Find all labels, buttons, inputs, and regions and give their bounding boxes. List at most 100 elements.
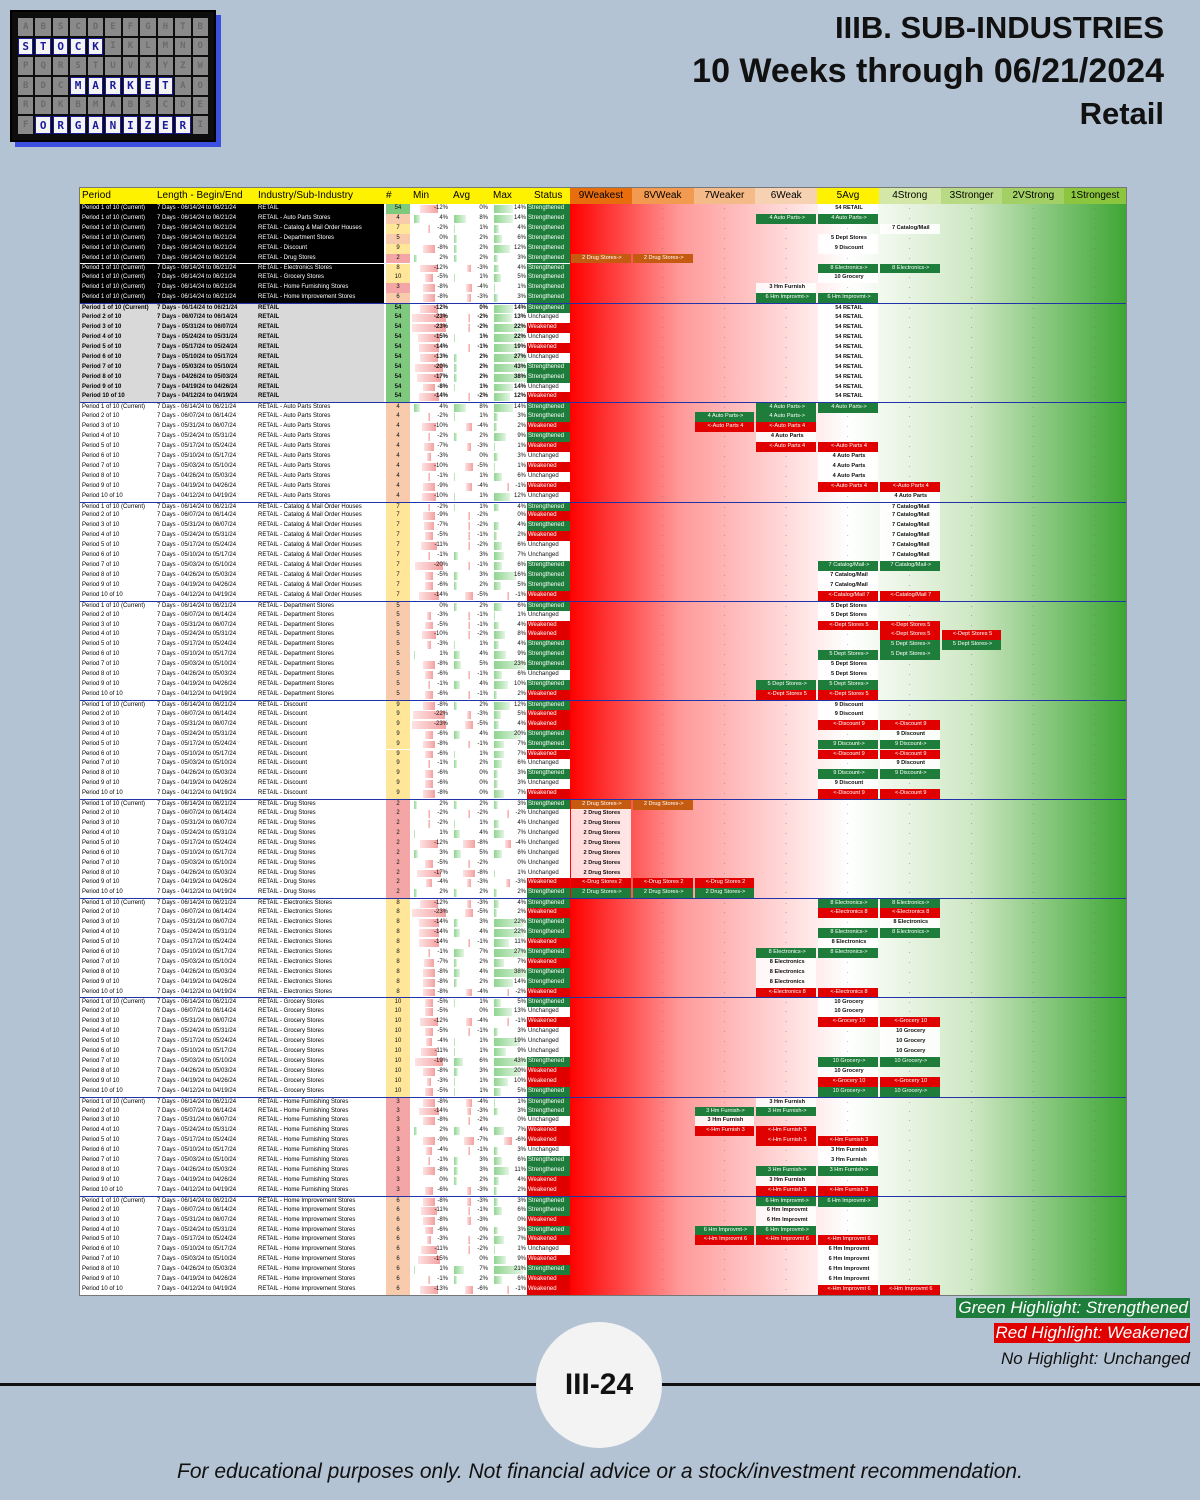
- empty-zone-dot: .: [723, 294, 726, 301]
- header-zone-bg: [878, 188, 941, 204]
- avg-cell: 2%: [479, 1276, 488, 1283]
- max-cell: 6%: [517, 849, 526, 856]
- empty-zone-dot: .: [970, 1186, 973, 1193]
- empty-zone-dot: .: [1032, 244, 1034, 251]
- empty-zone-dot: .: [908, 701, 911, 708]
- min-cell: 3%: [439, 849, 448, 856]
- period-cell: Period 9 of 10: [82, 383, 122, 390]
- avg-cell: -5%: [477, 909, 488, 916]
- empty-zone-dot: .: [908, 810, 911, 816]
- avg-cell-bar: [465, 591, 473, 600]
- max-cell-bar: [494, 929, 524, 937]
- empty-zone-dot: .: [723, 571, 726, 578]
- logo-filler-cell: D: [35, 96, 51, 115]
- min-cell: -5%: [437, 1087, 448, 1094]
- max-cell-bar: [494, 274, 501, 283]
- logo-letter: A: [87, 76, 104, 95]
- zone-position-label: 8 Electronics: [756, 967, 817, 978]
- empty-zone-dot: .: [908, 353, 911, 360]
- empty-zone-dot: .: [1094, 1167, 1096, 1174]
- logo-letter: K: [87, 37, 104, 56]
- empty-zone-dot: .: [599, 1038, 602, 1045]
- period-cell: Period 6 of 10: [82, 651, 120, 658]
- empty-zone-dot: .: [970, 462, 973, 469]
- empty-zone-dot: .: [1094, 810, 1096, 816]
- length-cell: 7 Days - 06/14/24 to 06/21/24: [157, 244, 237, 251]
- empty-zone-dot: .: [723, 482, 726, 489]
- empty-zone-dot: .: [970, 214, 973, 221]
- zone-position-label: <-Electronics 8: [818, 908, 878, 919]
- logo-filler-cell: A: [18, 18, 34, 36]
- empty-zone-dot: .: [599, 1236, 602, 1243]
- empty-zone-dot: .: [599, 1137, 602, 1144]
- max-cell: 38%: [513, 968, 526, 975]
- empty-zone-dot: .: [785, 710, 787, 717]
- industry-cell: RETAIL - Department Stores: [258, 681, 335, 688]
- avg-cell: 1%: [479, 1038, 488, 1045]
- empty-zone-dot: .: [661, 631, 664, 638]
- empty-zone-dot: .: [970, 591, 973, 598]
- empty-zone-dot: .: [599, 1197, 602, 1204]
- count-cell: 54: [386, 362, 410, 373]
- max-cell: 12%: [513, 701, 526, 708]
- min-cell: -6%: [437, 750, 448, 757]
- empty-zone-dot: .: [1094, 968, 1096, 975]
- industry-cell: RETAIL - Drug Stores: [258, 839, 316, 846]
- header-zone-bg: [940, 188, 1003, 204]
- table-row: Period 1 of 10 (Current) 7 Days - 06/14/2…: [80, 293, 1126, 304]
- max-cell-bar: [494, 254, 499, 263]
- empty-zone-dot: .: [785, 641, 787, 648]
- zone-position-label: 2 Drug Stores->: [632, 888, 693, 899]
- empty-zone-dot: .: [1094, 492, 1096, 499]
- status-badge: Strengthened: [527, 888, 570, 899]
- empty-zone-dot: .: [785, 740, 787, 747]
- empty-zone-dot: .: [785, 333, 787, 340]
- avg-cell: 2%: [479, 801, 488, 808]
- empty-zone-dot: .: [723, 324, 726, 331]
- empty-zone-dot: .: [970, 760, 973, 767]
- status-badge: Strengthened: [527, 700, 570, 711]
- min-cell-bar: [426, 1038, 432, 1047]
- empty-zone-dot: .: [970, 433, 973, 440]
- zone-position-label: <-Dept Stores 5: [879, 620, 940, 631]
- period-cell: Period 1 of 10 (Current): [82, 701, 146, 708]
- empty-zone-dot: .: [1032, 1057, 1034, 1064]
- min-cell: -8%: [437, 294, 448, 301]
- zone-position-label: <-Drug Stores 2: [571, 878, 631, 889]
- industry-cell: RETAIL - Catalog & Mail Order Houses: [258, 503, 362, 510]
- empty-zone-dot: .: [723, 1067, 726, 1074]
- empty-zone-dot: .: [723, 1038, 726, 1045]
- min-cell-bar: [421, 1246, 437, 1255]
- empty-zone-dot: .: [661, 909, 664, 916]
- industry-cell: RETAIL - Auto Parts Stores: [258, 214, 331, 221]
- zone-position-label: <-Grocery 10: [879, 1076, 940, 1087]
- empty-zone-dot: .: [970, 452, 973, 459]
- empty-zone-dot: .: [1094, 611, 1096, 618]
- empty-zone-dot: .: [785, 254, 787, 261]
- empty-zone-dot: .: [1094, 234, 1096, 241]
- status-badge: Strengthened: [527, 521, 570, 532]
- empty-zone-dot: .: [785, 1018, 787, 1025]
- zone-position-label: 7 Catalog/Mail: [818, 570, 878, 581]
- period-cell: Period 1 of 10 (Current): [82, 305, 149, 312]
- empty-zone-dot: .: [723, 770, 726, 777]
- min-cell: -5%: [437, 1008, 448, 1015]
- status-badge: Weakened: [527, 1285, 570, 1295]
- empty-zone-dot: .: [970, 1157, 973, 1164]
- empty-zone-dot: .: [1032, 819, 1034, 826]
- status-badge: Weakened: [527, 1066, 570, 1077]
- max-cell: 3%: [517, 254, 526, 261]
- length-cell: 7 Days - 05/24/24 to 05/31/24: [157, 333, 238, 340]
- min-cell-bar: [419, 353, 439, 362]
- empty-zone-dot: .: [908, 859, 911, 866]
- length-cell: 7 Days - 06/14/24 to 06/21/24: [157, 264, 237, 271]
- empty-zone-dot: .: [785, 581, 787, 588]
- empty-zone-dot: .: [1094, 1018, 1096, 1025]
- empty-zone-dot: .: [970, 681, 973, 688]
- empty-zone-dot: .: [661, 452, 664, 459]
- min-cell: -12%: [433, 205, 448, 211]
- empty-zone-dot: .: [723, 1167, 726, 1174]
- min-cell-bar: [425, 571, 433, 580]
- empty-zone-dot: .: [1094, 1048, 1096, 1055]
- empty-zone-dot: .: [723, 938, 726, 945]
